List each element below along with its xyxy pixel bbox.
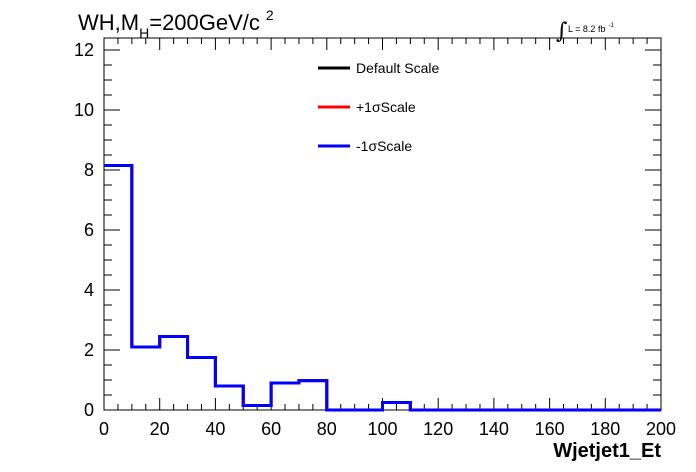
x-tick-label: 80: [317, 419, 337, 439]
x-tick-label: 200: [646, 419, 676, 439]
title-superscript: 2: [266, 7, 274, 23]
lumi-integral-sign: ∫: [556, 19, 568, 44]
legend: Default Scale +1σScale -1σScale: [318, 60, 439, 154]
y-tick-label: 4: [84, 280, 94, 300]
legend-label-1: +1σScale: [356, 99, 416, 115]
x-tick-label: 0: [99, 419, 109, 439]
x-tick-label: 120: [423, 419, 453, 439]
series-layer: [104, 164, 661, 412]
series-line-1: [104, 164, 661, 412]
x-tick-label: 140: [479, 419, 509, 439]
x-axis: 0 20 40 60 80 100 120 140 160 180 200: [99, 38, 676, 439]
x-tick-label: 20: [150, 419, 170, 439]
x-tick-label: 40: [205, 419, 225, 439]
series-line-2: [104, 164, 661, 412]
title-rest: =200GeV/c: [149, 10, 260, 35]
title-main: WH,M: [78, 10, 139, 35]
y-tick-label: 0: [84, 400, 94, 420]
legend-label-2: -1σScale: [356, 138, 412, 154]
x-tick-label: 60: [261, 419, 281, 439]
y-tick-label: 8: [84, 160, 94, 180]
y-tick-label: 12: [74, 40, 94, 60]
x-tick-label: 160: [535, 419, 565, 439]
y-tick-label: 10: [74, 100, 94, 120]
chart-title: WH,MH=200GeV/c 2: [78, 7, 274, 41]
lumi-superscript: -1: [608, 23, 614, 29]
title-subscript: H: [139, 25, 149, 41]
lumi-text: L = 8.2 fb: [568, 24, 605, 34]
x-tick-label: 180: [590, 419, 620, 439]
series-line-0: [104, 164, 661, 412]
y-tick-label: 6: [84, 220, 94, 240]
y-axis: 0 2 4 6 8 10 12: [74, 40, 661, 420]
lumi-label: L = 8.2 fb -1: [568, 23, 614, 34]
y-tick-label: 2: [84, 340, 94, 360]
legend-label-0: Default Scale: [356, 60, 439, 76]
x-axis-title: Wjetjet1_Et: [553, 440, 661, 462]
x-tick-label: 100: [367, 419, 397, 439]
